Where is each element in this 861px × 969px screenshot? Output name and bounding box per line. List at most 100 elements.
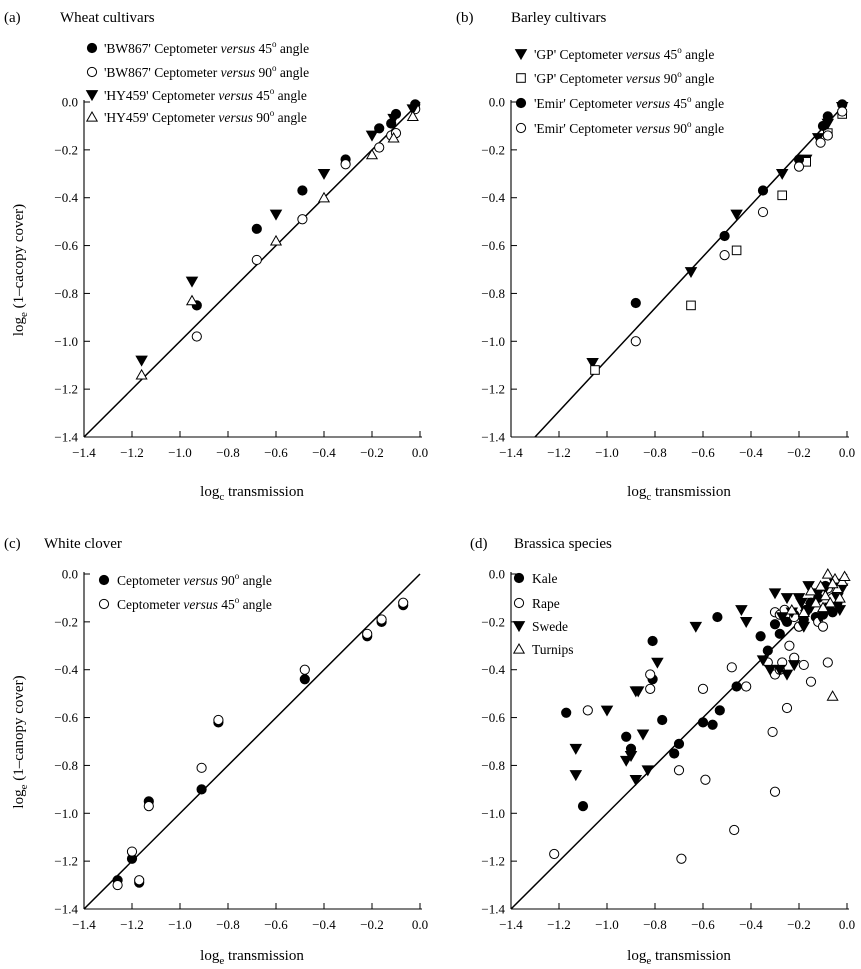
x-tick-label: −1.0: [595, 917, 619, 932]
data-point: [362, 628, 373, 639]
svg-text:'Emir' Ceptometer versus 45o a: 'Emir' Ceptometer versus 45o angle: [534, 94, 724, 111]
y-axis-label: loge (1–cacopy cover): [11, 204, 30, 336]
data-point: [621, 731, 632, 742]
data-point: [785, 603, 798, 615]
data-point: [817, 120, 829, 132]
x-tick-label: −1.2: [120, 445, 144, 460]
svg-text:Rape: Rape: [532, 596, 560, 611]
data-point: [824, 596, 837, 608]
svg-text:logc transmission: logc transmission: [627, 484, 731, 503]
data-point: [697, 683, 709, 694]
x-axis-label: logc transmission: [200, 484, 304, 503]
y-tick-label: −1.0: [481, 334, 505, 349]
svg-text:Ceptometer versus 45o angle: Ceptometer versus 45o angle: [117, 595, 272, 612]
data-point: [793, 161, 805, 172]
x-tick-label: −1.2: [547, 445, 571, 460]
data-point: [143, 801, 154, 812]
legend-marker: [86, 66, 98, 78]
panel-d: (d) Brassica species −1.4 −1.2 −1.0 −0.8 −0.…: [470, 536, 855, 967]
data-point: [822, 111, 833, 122]
y-tick-label: −1.2: [481, 854, 505, 869]
legend-marker: [85, 90, 99, 102]
y-tick-label: −0.6: [54, 710, 78, 725]
data-point: [784, 640, 795, 651]
data-point: [673, 738, 685, 749]
legend-marker: [512, 643, 526, 654]
data-point: [387, 131, 400, 143]
data-point: [629, 774, 643, 786]
data-point: [826, 577, 839, 589]
x-tick-label: −0.6: [691, 445, 715, 460]
data-point: [838, 570, 851, 582]
panel-label: (d): [470, 536, 488, 552]
data-point: [269, 234, 283, 246]
data-point: [798, 659, 809, 671]
x-tick-label: −0.4: [739, 917, 763, 932]
legend-marker: [86, 42, 98, 54]
data-point: [624, 751, 638, 762]
data-point: [762, 645, 773, 656]
legend-item: Turnips: [512, 642, 574, 657]
y-tick-label: −0.4: [54, 190, 78, 205]
data-point: [269, 209, 283, 221]
data-point: [821, 568, 834, 579]
x-tick-label: −0.2: [360, 445, 384, 460]
data-point: [767, 726, 778, 738]
y-tick-label: 0.0: [489, 567, 505, 582]
data-point: [780, 669, 794, 681]
data-point: [822, 657, 833, 668]
y-tick-label: −1.4: [481, 430, 505, 445]
data-point: [645, 683, 656, 694]
data-point: [196, 784, 207, 795]
data-point: [712, 611, 723, 623]
legend-marker: [513, 597, 525, 609]
y-tick-label: −0.8: [54, 758, 78, 773]
x-tick-label: −0.2: [787, 445, 811, 460]
x-axis-label: loge transmission: [200, 948, 304, 967]
legend: 'GP' Ceptometer versus 45o angle 'GP' Ce…: [514, 45, 724, 136]
data-point: [365, 130, 379, 142]
svg-text:'BW867' Ceptometer versus 90o: 'BW867' Ceptometer versus 90o angle: [104, 63, 309, 80]
data-point: [775, 612, 789, 624]
data-point: [406, 104, 420, 116]
data-point: [741, 681, 752, 692]
data-point: [816, 601, 830, 613]
y-tick-label: −1.4: [54, 902, 78, 917]
x-tick-label: −1.2: [547, 917, 571, 932]
x-axis-label: loge transmission: [627, 948, 731, 967]
data-point: [809, 596, 822, 608]
data-point: [697, 717, 709, 728]
data-point: [297, 214, 308, 225]
data-point: [387, 113, 400, 125]
data-point: [819, 589, 832, 601]
data-point: [805, 676, 817, 687]
x-tick-label: −1.0: [168, 445, 192, 460]
reference-line: [83, 101, 421, 438]
data-point: [726, 662, 737, 673]
y-axis-label: loge (1–canopy cover): [11, 675, 30, 808]
y-tick-label: −0.8: [54, 286, 78, 301]
x-axis-label: logc transmission: [627, 484, 731, 503]
x-tick-label: −0.6: [264, 445, 288, 460]
data-point: [769, 619, 781, 630]
x-tick-label: −1.4: [499, 917, 523, 932]
data-point: [797, 606, 810, 617]
data-point: [365, 148, 379, 160]
legend-marker: [515, 122, 527, 134]
svg-text:loge (1–cacopy cover): loge (1–cacopy cover): [11, 204, 30, 336]
legend-item: Swede: [512, 619, 568, 634]
data-point: [707, 719, 718, 730]
data-point: [730, 209, 743, 221]
y-tick-label: −1.4: [481, 902, 505, 917]
x-tick-label: −0.8: [643, 445, 667, 460]
svg-text:loge transmission: loge transmission: [200, 948, 304, 967]
data-point: [719, 230, 730, 242]
y-tick-label: −1.0: [481, 806, 505, 821]
data-point: [814, 612, 827, 624]
data-point: [826, 690, 839, 701]
x-tick-label: 0.0: [412, 445, 428, 460]
data-point: [774, 628, 785, 639]
x-tick-label: −1.4: [499, 445, 523, 460]
data-point: [817, 621, 829, 632]
